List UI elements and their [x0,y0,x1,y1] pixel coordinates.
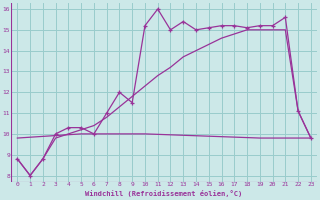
X-axis label: Windchill (Refroidissement éolien,°C): Windchill (Refroidissement éolien,°C) [85,190,243,197]
